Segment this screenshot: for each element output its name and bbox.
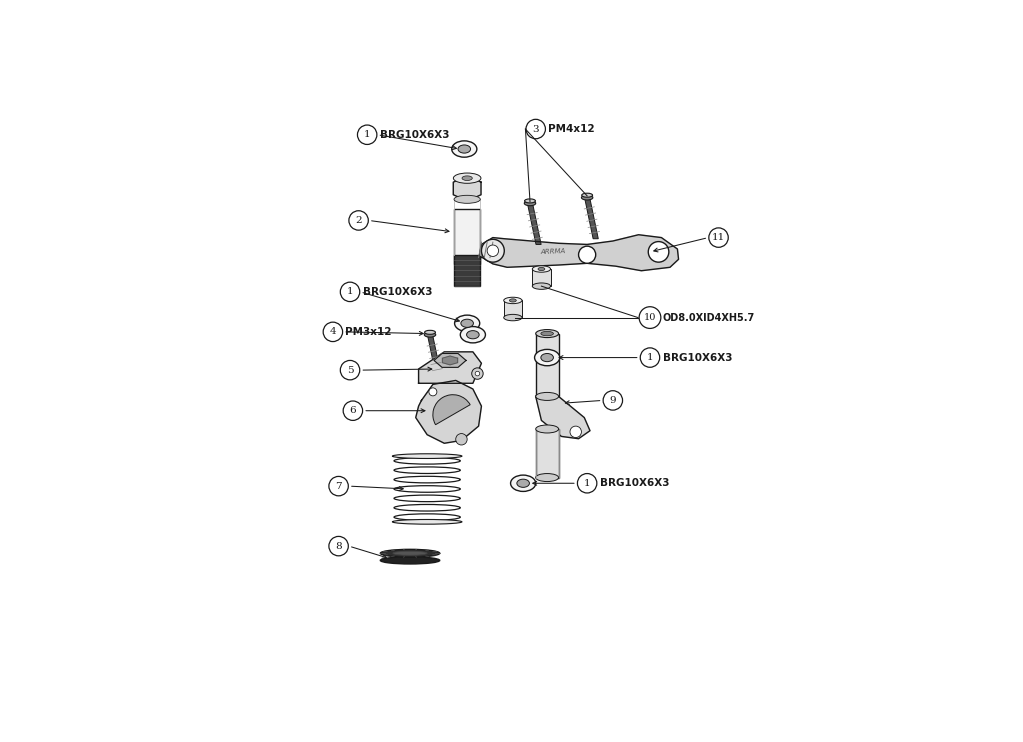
Polygon shape [528, 203, 541, 244]
Polygon shape [479, 234, 678, 271]
Ellipse shape [425, 332, 436, 337]
Text: 9: 9 [610, 396, 616, 405]
Text: 1: 1 [647, 353, 654, 362]
Ellipse shape [454, 195, 480, 203]
Ellipse shape [541, 332, 553, 336]
Text: 1: 1 [364, 131, 370, 139]
Ellipse shape [393, 454, 462, 459]
Ellipse shape [452, 141, 477, 157]
Text: 4: 4 [329, 327, 337, 336]
Text: 6: 6 [350, 406, 356, 416]
Bar [454, 255, 480, 286]
Text: 5: 5 [347, 366, 353, 375]
Ellipse shape [453, 173, 481, 183]
Polygon shape [418, 352, 482, 384]
Circle shape [579, 246, 595, 263]
Ellipse shape [454, 315, 480, 332]
Bar [503, 301, 522, 318]
Polygon shape [434, 353, 466, 367]
Circle shape [487, 245, 498, 257]
Ellipse shape [538, 267, 545, 271]
Circle shape [482, 240, 504, 262]
Ellipse shape [536, 393, 559, 401]
Ellipse shape [541, 353, 553, 361]
Ellipse shape [381, 549, 440, 557]
Text: 2: 2 [355, 216, 362, 225]
Text: 7: 7 [336, 482, 342, 490]
Polygon shape [536, 396, 590, 439]
Ellipse shape [581, 195, 593, 200]
Ellipse shape [393, 551, 428, 555]
Ellipse shape [425, 330, 436, 335]
Ellipse shape [536, 473, 559, 482]
Circle shape [455, 433, 468, 445]
Text: OD8.0XID4XH5.7: OD8.0XID4XH5.7 [663, 312, 755, 323]
Text: PM3x12: PM3x12 [346, 327, 392, 337]
Ellipse shape [582, 193, 592, 197]
Text: 11: 11 [712, 233, 725, 242]
Polygon shape [442, 356, 457, 365]
Bar [536, 334, 559, 396]
Ellipse shape [525, 201, 536, 206]
Wedge shape [433, 395, 471, 424]
Circle shape [472, 368, 483, 379]
Polygon shape [584, 197, 598, 239]
Ellipse shape [536, 329, 559, 338]
Ellipse shape [462, 176, 473, 180]
Ellipse shape [381, 556, 440, 564]
Circle shape [649, 242, 669, 262]
Polygon shape [453, 176, 481, 201]
Circle shape [429, 388, 437, 395]
Circle shape [475, 371, 480, 376]
Bar [454, 209, 480, 264]
Ellipse shape [458, 145, 471, 153]
Text: BRG10X6X3: BRG10X6X3 [380, 130, 449, 139]
Text: 3: 3 [532, 125, 539, 134]
Text: PM4x12: PM4x12 [548, 124, 595, 134]
Ellipse shape [509, 299, 517, 302]
Text: BRG10X6X3: BRG10X6X3 [663, 352, 732, 363]
Text: 10: 10 [643, 313, 656, 322]
Ellipse shape [532, 283, 550, 289]
Ellipse shape [466, 331, 479, 339]
Text: 1: 1 [347, 287, 353, 296]
Polygon shape [428, 335, 441, 376]
Ellipse shape [510, 475, 536, 491]
Bar [532, 269, 550, 286]
Text: 8: 8 [336, 542, 342, 551]
Ellipse shape [536, 425, 559, 433]
Text: BRG10X6X3: BRG10X6X3 [599, 479, 669, 488]
Ellipse shape [460, 326, 486, 343]
Ellipse shape [532, 266, 550, 272]
Text: ARRMA: ARRMA [540, 248, 566, 255]
Ellipse shape [525, 199, 535, 203]
Text: BRG10X6X3: BRG10X6X3 [362, 287, 432, 297]
Circle shape [570, 426, 581, 438]
Text: 1: 1 [584, 479, 590, 487]
Polygon shape [415, 381, 482, 443]
Ellipse shape [535, 349, 560, 366]
Ellipse shape [461, 319, 474, 327]
Ellipse shape [393, 519, 462, 524]
Ellipse shape [517, 479, 530, 487]
Ellipse shape [503, 298, 522, 303]
Bar [536, 429, 559, 478]
Ellipse shape [503, 315, 522, 321]
